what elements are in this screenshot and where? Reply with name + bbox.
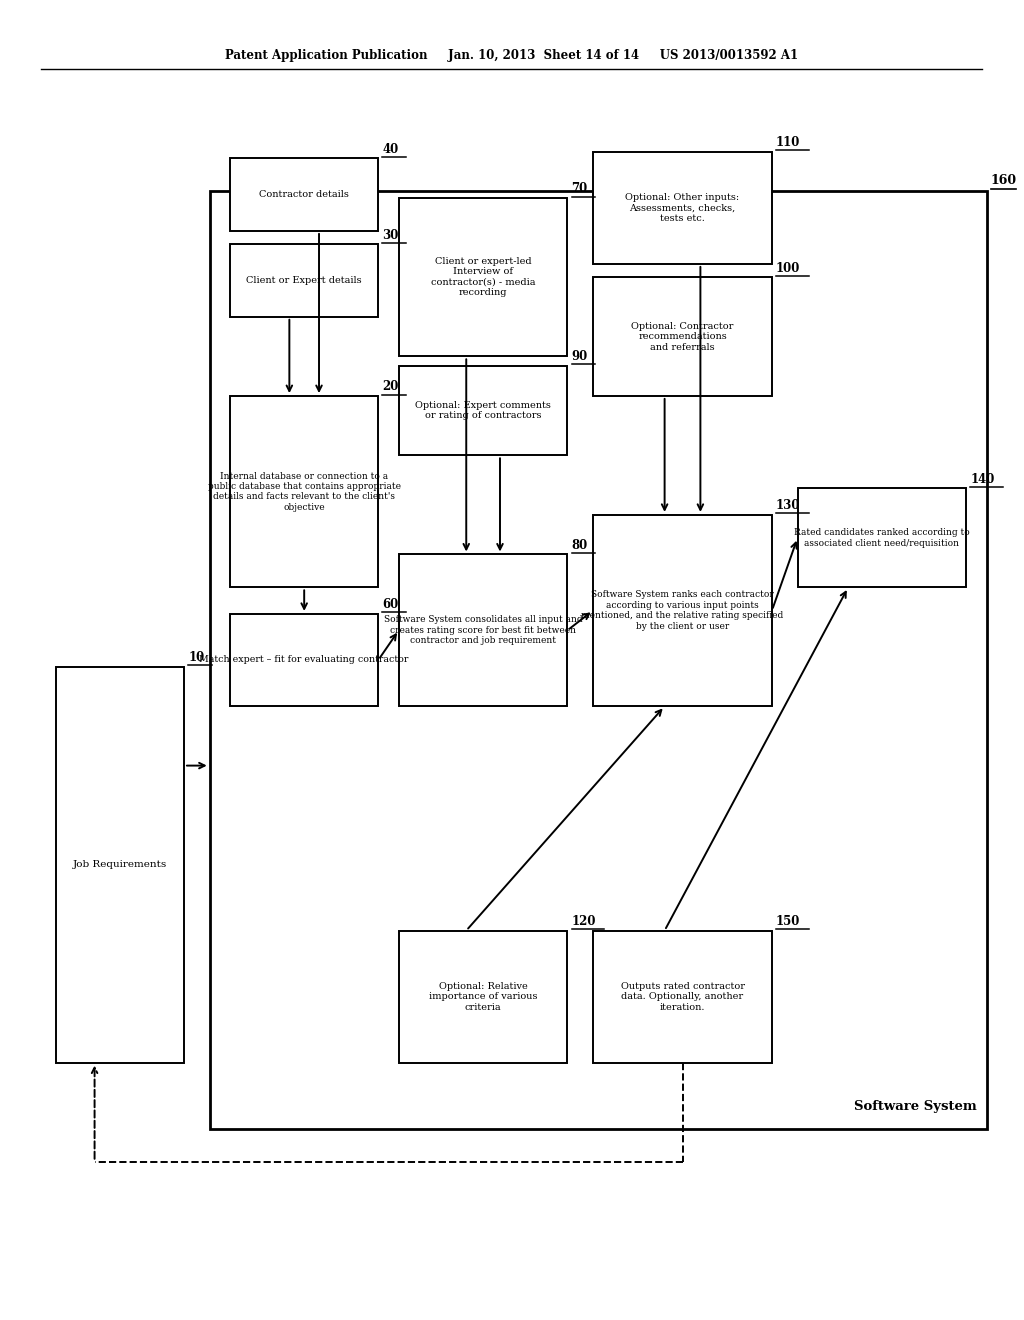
Text: 60: 60: [382, 598, 398, 611]
Text: Optional: Contractor
recommendations
and referrals: Optional: Contractor recommendations and…: [632, 322, 733, 351]
Text: Optional: Other inputs:
Assessments, checks,
tests etc.: Optional: Other inputs: Assessments, che…: [626, 193, 739, 223]
Text: Software System consolidates all input and
creates rating score for best fit bet: Software System consolidates all input a…: [384, 615, 583, 645]
Text: 70: 70: [571, 182, 588, 195]
Bar: [230, 244, 378, 317]
Bar: [398, 931, 567, 1063]
Text: Patent Application Publication     Jan. 10, 2013  Sheet 14 of 14     US 2013/001: Patent Application Publication Jan. 10, …: [224, 49, 798, 62]
Text: FIG. 14: FIG. 14: [77, 810, 144, 826]
Text: 110: 110: [776, 136, 801, 149]
Text: Match expert – fit for evaluating contractor: Match expert – fit for evaluating contra…: [200, 656, 409, 664]
Text: 130: 130: [776, 499, 801, 512]
Bar: [593, 277, 772, 396]
Text: Client or Expert details: Client or Expert details: [247, 276, 362, 285]
Text: Rated candidates ranked according to
associated client need/requisition: Rated candidates ranked according to ass…: [794, 528, 970, 548]
Text: Optional: Relative
importance of various
criteria: Optional: Relative importance of various…: [429, 982, 538, 1011]
Bar: [230, 396, 378, 587]
Text: Optional: Expert comments
or rating of contractors: Optional: Expert comments or rating of c…: [415, 401, 551, 420]
Text: Software System ranks each contractor
according to various input points
mentione: Software System ranks each contractor ac…: [582, 590, 783, 631]
Text: Contractor details: Contractor details: [259, 190, 349, 199]
Text: 10: 10: [188, 651, 205, 664]
Text: 160: 160: [991, 174, 1017, 187]
Text: 140: 140: [971, 473, 994, 486]
Text: 120: 120: [571, 915, 596, 928]
Text: 20: 20: [382, 380, 398, 393]
Text: 40: 40: [382, 143, 398, 156]
Bar: [798, 488, 967, 587]
Text: 80: 80: [571, 539, 588, 552]
Bar: [230, 614, 378, 706]
Bar: [230, 158, 378, 231]
Bar: [398, 366, 567, 455]
Bar: [398, 198, 567, 356]
Text: Software System: Software System: [854, 1100, 977, 1113]
Text: 100: 100: [776, 261, 801, 275]
Bar: [56, 667, 184, 1063]
Bar: [210, 191, 987, 1129]
Bar: [593, 931, 772, 1063]
Text: 30: 30: [382, 228, 398, 242]
Bar: [398, 554, 567, 706]
Text: Outputs rated contractor
data. Optionally, another
iteration.: Outputs rated contractor data. Optionall…: [621, 982, 744, 1011]
Text: 150: 150: [776, 915, 801, 928]
Bar: [593, 515, 772, 706]
Text: Internal database or connection to a
public database that contains appropriate
d: Internal database or connection to a pub…: [208, 471, 400, 512]
Text: 90: 90: [571, 350, 588, 363]
Bar: [593, 152, 772, 264]
Text: Job Requirements: Job Requirements: [73, 861, 167, 869]
Text: Client or expert-led
Interview of
contractor(s) - media
recording: Client or expert-led Interview of contra…: [431, 257, 536, 297]
